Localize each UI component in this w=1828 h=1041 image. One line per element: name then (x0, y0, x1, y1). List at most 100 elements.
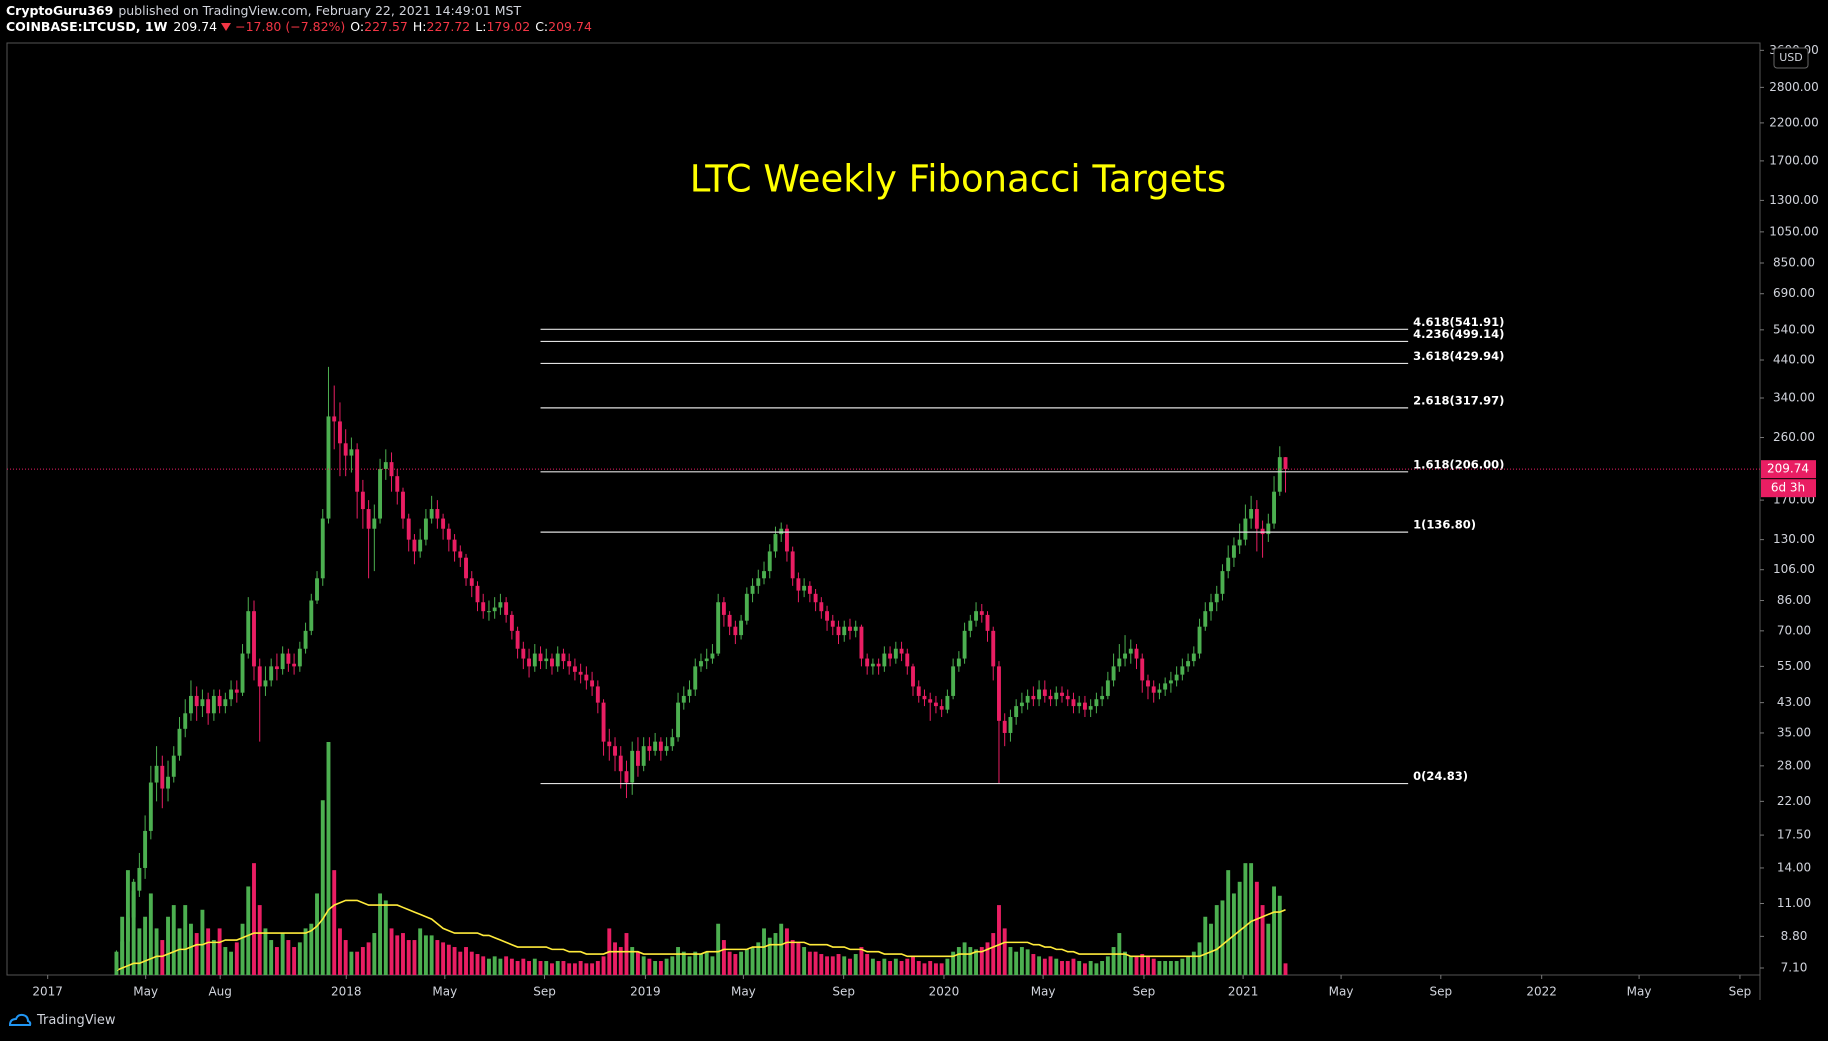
volume-bar (1071, 958, 1076, 975)
volume-bar (355, 951, 360, 975)
volume-bar (945, 958, 950, 975)
volume-bar (435, 940, 440, 975)
candle-body (1071, 699, 1076, 707)
volume-bar (521, 958, 526, 975)
volume-bar (1231, 893, 1236, 975)
candle-body (704, 658, 709, 662)
candle-body (876, 663, 881, 667)
volume-bar (1146, 956, 1150, 975)
volume-bar (699, 954, 703, 975)
candle-body (338, 421, 342, 444)
candle-body (578, 671, 583, 675)
candle-body (790, 551, 795, 579)
volume-bar (624, 933, 629, 975)
volume-bar (853, 954, 858, 975)
volume-bar (1008, 947, 1013, 975)
candle-body (1111, 666, 1116, 681)
volume-bar (486, 958, 491, 975)
volume-bar (274, 947, 279, 975)
candle-body (658, 741, 663, 751)
volume-bar (326, 742, 331, 975)
volume-bar (320, 800, 325, 975)
volume-bar (584, 963, 589, 975)
volume-bar (1100, 961, 1105, 975)
candle-body (423, 518, 428, 540)
candle-body (1065, 695, 1070, 700)
candle-body (418, 539, 423, 552)
candle-body (166, 776, 170, 789)
y-tick-label: 43.00 (1777, 695, 1811, 709)
candle-body (733, 626, 738, 636)
volume-bar (515, 961, 520, 975)
candle-body (309, 600, 314, 631)
candle-body (618, 755, 623, 772)
volume-bar (1111, 947, 1116, 975)
volume-bar (332, 870, 337, 975)
candle-body (177, 728, 182, 756)
candle-body (332, 416, 337, 422)
volume-bar (389, 928, 394, 975)
y-tick-label: 260.00 (1773, 430, 1815, 444)
candle-body (183, 713, 188, 729)
candle-body (1186, 661, 1191, 667)
candle-body (1094, 699, 1099, 707)
volume-bar (911, 956, 915, 975)
candle-body (1209, 602, 1213, 612)
candle-body (710, 653, 715, 659)
candle-body (412, 539, 417, 552)
volume-bar (1019, 947, 1024, 975)
candle-body (458, 551, 463, 558)
candle-body (572, 666, 577, 672)
candle-body (171, 755, 176, 777)
candle-body (383, 462, 388, 469)
fib-label: 4.236(499.14) (1413, 327, 1504, 341)
candle-body (360, 491, 365, 510)
volume-bar (1037, 956, 1042, 975)
volume-bar (670, 956, 675, 975)
fib-label: 3.618(429.94) (1413, 349, 1504, 363)
candle-body (1266, 523, 1271, 535)
volume-bar (401, 933, 405, 975)
y-tick-label: 7.10 (1781, 960, 1808, 974)
candle-body (315, 578, 319, 601)
candle-body (1146, 680, 1150, 687)
y-tick-label: 106.00 (1773, 562, 1815, 576)
volume-bar (767, 937, 772, 975)
candle-body (807, 585, 812, 594)
candle-body (1260, 528, 1265, 535)
volume-bar (1283, 963, 1288, 975)
volume-bar (653, 961, 658, 975)
candle-body (607, 741, 612, 747)
volume-bar (882, 958, 887, 975)
author: CryptoGuru369 (6, 3, 114, 18)
open-label: O: (350, 19, 365, 34)
candle-body (595, 686, 600, 703)
candle-body (968, 620, 973, 631)
y-tick-label: 28.00 (1777, 758, 1811, 772)
volume-bar (137, 928, 142, 975)
axes: 3600.002800.002200.001700.001300.001050.… (32, 43, 1818, 999)
candle-body (257, 666, 262, 687)
volume-bar (148, 893, 153, 975)
volume-bar (469, 951, 474, 975)
candle-body (441, 518, 446, 529)
candle-body (739, 620, 744, 636)
candle-body (469, 578, 474, 586)
volume-bar (1174, 961, 1179, 975)
candle-body (1100, 695, 1105, 700)
candle-body (750, 585, 755, 594)
volume-bar (933, 963, 938, 975)
candle-body (1254, 509, 1259, 529)
candle-body (446, 528, 451, 540)
volume-bar (1254, 881, 1259, 975)
candle-body (303, 630, 308, 649)
volume-bar (905, 958, 910, 975)
volume-bar (315, 893, 319, 975)
close-label: C: (535, 19, 549, 34)
volume-bar (601, 956, 606, 975)
volume-bar (830, 956, 835, 975)
candle-body (1048, 695, 1053, 700)
candle-body (744, 593, 749, 621)
fib-label: 4.618(541.91) (1413, 315, 1504, 329)
candle-body (945, 695, 950, 710)
